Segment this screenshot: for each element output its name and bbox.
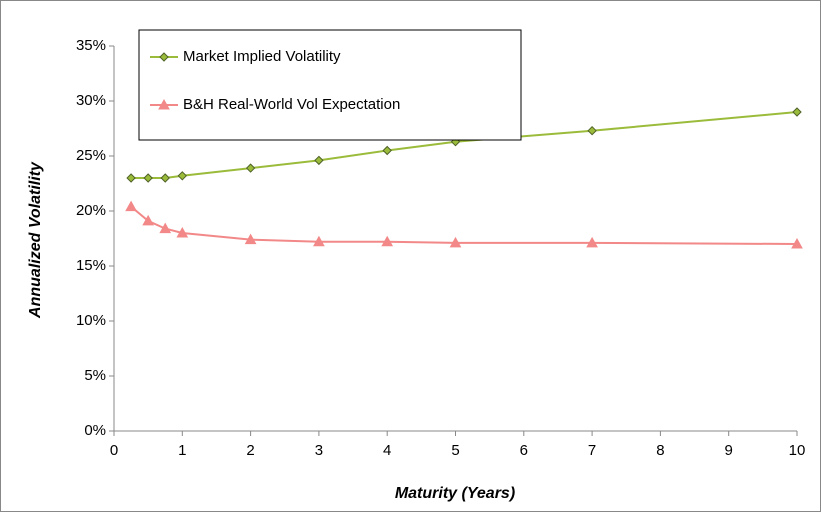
diamond-marker bbox=[587, 125, 597, 136]
x-tick-label: 6 bbox=[520, 442, 528, 459]
triangle-marker bbox=[159, 222, 172, 234]
diamond-marker bbox=[245, 163, 256, 173]
triangle-marker bbox=[449, 236, 462, 248]
y-tick-label: 30% bbox=[76, 92, 106, 109]
y-axis-title: Annualized Volatility bbox=[27, 161, 44, 319]
y-tick-label: 20% bbox=[76, 202, 106, 219]
legend-label: B&H Real-World Vol Expectation bbox=[183, 96, 400, 113]
y-tick-label: 25% bbox=[76, 147, 106, 164]
diamond-marker bbox=[159, 52, 169, 62]
triangle-marker bbox=[125, 200, 137, 212]
triangle-marker bbox=[158, 98, 170, 110]
x-tick-label: 7 bbox=[588, 442, 596, 459]
legend-label: Market Implied Volatility bbox=[183, 48, 341, 65]
x-tick-label: 5 bbox=[451, 442, 459, 459]
x-tick-label: 4 bbox=[383, 442, 391, 459]
triangle-marker bbox=[791, 237, 803, 249]
diamond-marker bbox=[160, 173, 170, 183]
y-tick-label: 15% bbox=[76, 257, 106, 274]
x-tick-label: 3 bbox=[315, 442, 323, 459]
diamond-marker bbox=[792, 107, 802, 117]
diamond-marker bbox=[382, 145, 392, 156]
x-tick-label: 10 bbox=[789, 442, 806, 459]
diamond-marker bbox=[177, 171, 188, 181]
series-line bbox=[131, 111, 798, 179]
y-tick-label: 35% bbox=[76, 37, 106, 54]
triangle-marker bbox=[176, 226, 189, 238]
x-tick-label: 0 bbox=[110, 442, 118, 459]
x-tick-label: 8 bbox=[656, 442, 664, 459]
y-tick-label: 10% bbox=[76, 312, 106, 329]
y-tick-label: 0% bbox=[84, 422, 106, 439]
x-tick-label: 1 bbox=[178, 442, 186, 459]
triangle-marker bbox=[381, 235, 394, 247]
series-line bbox=[130, 205, 798, 245]
triangle-marker bbox=[586, 236, 598, 248]
y-tick-label: 5% bbox=[84, 367, 106, 384]
diamond-marker bbox=[314, 155, 324, 166]
diamond-marker bbox=[143, 173, 153, 183]
x-tick-label: 9 bbox=[725, 442, 733, 459]
x-axis-title: Maturity (Years) bbox=[395, 485, 515, 502]
legend-box bbox=[138, 29, 522, 141]
triangle-marker bbox=[244, 233, 257, 245]
triangle-marker bbox=[313, 235, 325, 247]
x-tick-label: 2 bbox=[246, 442, 254, 459]
triangle-marker bbox=[142, 214, 154, 226]
diamond-marker bbox=[126, 173, 136, 183]
